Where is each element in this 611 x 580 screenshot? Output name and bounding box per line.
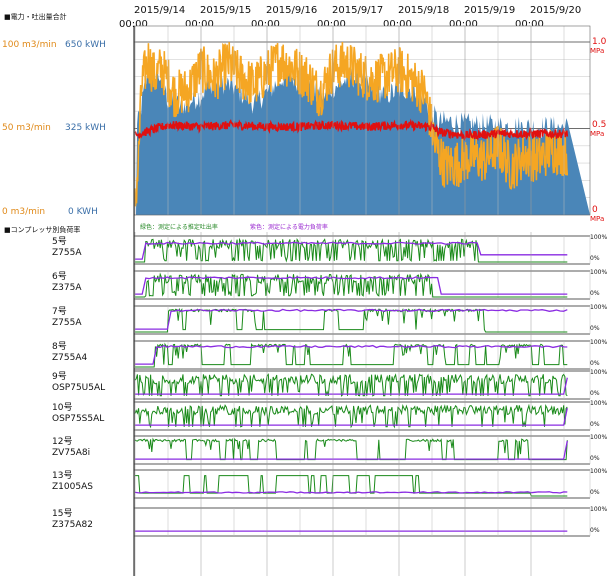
date-label: 2015/9/19 <box>464 5 515 16</box>
purple-power-trace <box>135 308 568 330</box>
unit-model: Z375A82 <box>52 520 93 530</box>
compressor-section-title: ■コンプレッサ別負荷率 <box>4 225 80 234</box>
pct-100-label: 100% <box>590 269 607 276</box>
purple-power-trace <box>134 491 568 494</box>
time-label: 00:00 <box>251 19 280 30</box>
unit-number: 13号 <box>52 470 72 481</box>
purple-power-trace <box>135 241 568 260</box>
unit-model: Z755A4 <box>52 353 88 363</box>
unit-model: Z375A <box>52 283 82 293</box>
pressure-line-series <box>134 118 569 142</box>
pressure-value-1: 1.0 <box>592 37 607 47</box>
date-label: 2015/9/16 <box>266 5 317 16</box>
pct-0-label: 0% <box>590 489 600 496</box>
pct-100-label: 100% <box>590 506 607 513</box>
pct-0-label: 0% <box>590 455 600 462</box>
pct-100-label: 100% <box>590 234 607 241</box>
date-label: 2015/9/20 <box>530 5 581 16</box>
unit-number: 5号 <box>52 236 67 247</box>
unit-model: Z755A <box>52 318 82 328</box>
unit-model: OSP75U5AL <box>52 383 105 393</box>
unit-number: 9号 <box>52 371 67 382</box>
pct-0-label: 0% <box>590 255 600 262</box>
unit-model: Z755A <box>52 248 82 258</box>
legend-purple-text: 紫色：測定による電力負荷率 <box>250 223 328 231</box>
green-discharge-trace <box>135 272 568 298</box>
flow-line-series <box>134 41 569 207</box>
pct-100-label: 100% <box>590 468 607 475</box>
unit-number: 10号 <box>52 402 72 413</box>
date-label: 2015/9/18 <box>398 5 449 16</box>
time-label: 00:00 <box>119 19 148 30</box>
pressure-unit-05: MPa <box>590 130 604 138</box>
green-discharge-trace <box>134 403 568 429</box>
power-label-0: 0 KWH <box>68 207 98 217</box>
unit-model: ZV75A8i <box>52 448 90 458</box>
date-label: 2015/9/14 <box>134 5 185 16</box>
unit-number: 15号 <box>52 508 72 519</box>
pct-100-label: 100% <box>590 434 607 441</box>
purple-power-trace <box>135 407 568 426</box>
pct-0-label: 0% <box>590 390 600 397</box>
power-label-325: 325 kWH <box>65 123 106 133</box>
chart-title: ■電力・吐出量合計 <box>4 12 67 21</box>
time-label: 00:00 <box>383 19 412 30</box>
time-label: 00:00 <box>185 19 214 30</box>
unit-model: OSP75S5AL <box>52 414 104 424</box>
flow-label-0: 0 m3/min <box>2 207 45 217</box>
date-axis-labels: 2015/9/14 2015/9/15 2015/9/16 2015/9/17 2015… <box>134 5 581 16</box>
pct-0-label: 0% <box>590 527 600 534</box>
flow-label-50: 50 m3/min <box>2 123 51 133</box>
green-discharge-trace <box>135 307 568 333</box>
green-discharge-trace <box>135 237 568 263</box>
top-chart <box>133 25 591 216</box>
legend-green-text: 緑色：測定による推定吐出率 <box>140 223 218 231</box>
pressure-value-0: 0 <box>592 205 598 215</box>
pct-0-label: 0% <box>590 360 600 367</box>
green-discharge-trace <box>134 373 568 397</box>
unit-model: Z1005AS <box>52 482 93 492</box>
top-chart-day-gridlines <box>133 25 591 216</box>
compressor-rows: 5号Z755A100%0%6号Z375A100%0%7号Z755A100%0%8… <box>52 232 607 576</box>
pressure-unit-0: MPa <box>590 215 604 223</box>
pct-100-label: 100% <box>590 400 607 407</box>
purple-power-trace <box>135 276 568 295</box>
power-label-650: 650 kWH <box>65 40 106 50</box>
time-label: 00:00 <box>317 19 346 30</box>
date-label: 2015/9/15 <box>200 5 251 16</box>
power-area-series <box>134 64 590 215</box>
pct-100-label: 100% <box>590 339 607 346</box>
unit-number: 6号 <box>52 271 67 282</box>
purple-power-trace <box>135 344 568 365</box>
pct-0-label: 0% <box>590 421 600 428</box>
pct-100-label: 100% <box>590 304 607 311</box>
purple-power-trace <box>135 377 568 395</box>
time-label: 00:00 <box>449 19 478 30</box>
unit-number: 8号 <box>52 341 67 352</box>
pct-0-label: 0% <box>590 325 600 332</box>
pct-100-label: 100% <box>590 369 607 376</box>
green-discharge-trace <box>135 342 568 368</box>
pressure-unit-1: MPa <box>590 47 604 55</box>
time-axis-labels: 00:00 00:00 00:00 00:00 00:00 00:00 00:00 <box>119 19 544 30</box>
flow-label-100: 100 m3/min <box>2 40 57 50</box>
green-discharge-trace <box>134 437 568 461</box>
purple-power-trace <box>135 440 568 460</box>
unit-number: 12号 <box>52 436 72 447</box>
pressure-value-05: 0.5 <box>592 120 606 130</box>
unit-number: 7号 <box>52 306 67 317</box>
time-label: 00:00 <box>515 19 544 30</box>
pct-0-label: 0% <box>590 290 600 297</box>
date-label: 2015/9/17 <box>332 5 383 16</box>
